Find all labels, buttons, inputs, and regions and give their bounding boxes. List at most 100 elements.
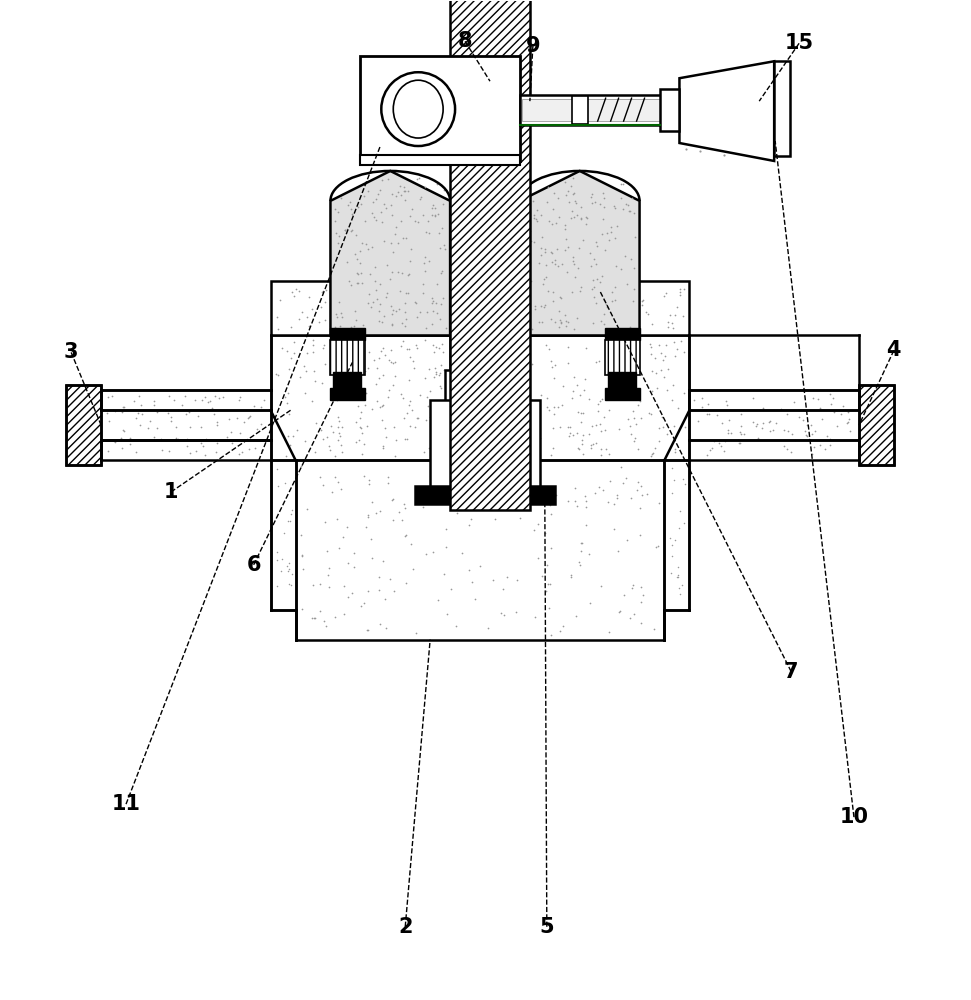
Point: [655, 369, 671, 385]
Point: [486, 307, 502, 323]
Point: [461, 517, 477, 533]
Point: [363, 531, 379, 547]
Point: [700, 396, 716, 412]
Point: [374, 412, 389, 428]
Point: [765, 422, 781, 438]
Point: [269, 309, 285, 325]
Point: [571, 260, 586, 276]
Point: [584, 258, 599, 274]
Point: [627, 229, 643, 245]
Point: [433, 357, 449, 373]
Point: [541, 482, 556, 498]
Point: [373, 399, 388, 415]
Point: [360, 507, 376, 523]
Point: [819, 428, 834, 444]
Point: [366, 209, 382, 225]
Point: [676, 385, 691, 401]
Point: [365, 311, 381, 327]
Point: [438, 521, 453, 537]
Point: [280, 558, 295, 574]
Point: [128, 444, 144, 460]
Point: [402, 266, 418, 282]
Point: [421, 253, 437, 269]
Point: [282, 561, 297, 577]
Point: [618, 196, 633, 212]
Point: [648, 440, 663, 456]
Point: [755, 415, 771, 431]
Point: [653, 345, 669, 361]
Point: [676, 281, 691, 297]
Point: [519, 273, 534, 289]
Point: [623, 490, 639, 506]
Point: [527, 301, 543, 317]
Point: [284, 502, 299, 518]
Bar: [605, 388, 640, 400]
Point: [368, 212, 384, 228]
Point: [318, 312, 333, 328]
Point: [288, 281, 304, 297]
Point: [541, 402, 556, 418]
Point: [421, 440, 437, 456]
Point: [344, 317, 359, 333]
Point: [349, 295, 364, 311]
Point: [543, 311, 558, 327]
Point: [829, 418, 845, 434]
Point: [361, 286, 377, 302]
Point: [723, 92, 739, 108]
Point: [564, 284, 580, 300]
Point: [324, 362, 340, 378]
Point: [399, 341, 415, 357]
Point: [385, 419, 401, 435]
Point: [410, 410, 425, 426]
Point: [565, 186, 581, 202]
Point: [352, 315, 368, 331]
Point: [780, 423, 795, 439]
Point: [602, 320, 618, 336]
Point: [749, 418, 764, 434]
Point: [779, 406, 794, 422]
Point: [209, 417, 224, 433]
Point: [383, 298, 398, 314]
Point: [586, 289, 602, 305]
Point: [589, 311, 605, 327]
Point: [281, 513, 296, 529]
Point: [623, 251, 639, 267]
Point: [618, 384, 633, 400]
Point: [341, 375, 356, 391]
Point: [431, 340, 447, 356]
Point: [188, 443, 204, 459]
Point: [390, 184, 406, 200]
Point: [321, 560, 337, 576]
Point: [409, 625, 424, 641]
Point: [305, 332, 320, 348]
Point: [305, 610, 320, 626]
Point: [677, 515, 692, 531]
Point: [571, 404, 586, 420]
Point: [706, 433, 721, 449]
Point: [565, 383, 581, 399]
Point: [547, 252, 562, 268]
Point: [552, 289, 567, 305]
Point: [500, 569, 516, 585]
Point: [743, 82, 758, 98]
Point: [552, 315, 568, 331]
Point: [585, 281, 600, 297]
Point: [412, 191, 427, 207]
Point: [613, 279, 628, 295]
Point: [586, 251, 602, 267]
Point: [524, 321, 540, 337]
Point: [588, 417, 604, 433]
Point: [387, 432, 403, 448]
Point: [336, 529, 352, 545]
Point: [377, 196, 392, 212]
Point: [327, 469, 343, 485]
Point: [634, 478, 650, 494]
Point: [608, 357, 623, 373]
Point: [670, 569, 686, 585]
Point: [384, 207, 399, 223]
Point: [361, 476, 377, 492]
Point: [426, 393, 442, 409]
Point: [621, 375, 637, 391]
Point: [375, 397, 390, 413]
Point: [593, 441, 609, 457]
